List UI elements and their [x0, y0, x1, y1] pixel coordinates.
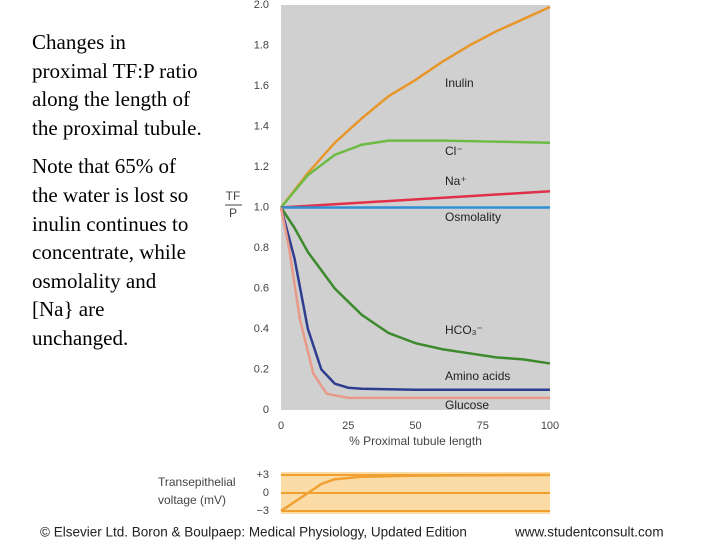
y-tick-label: 0.8 — [254, 242, 269, 254]
series-label: Inulin — [445, 76, 474, 90]
x-tick-label: 25 — [342, 420, 354, 432]
y-tick-label: 0.6 — [254, 282, 269, 294]
series-line — [279, 207, 550, 400]
paragraph: Note that 65% of the water is lost so in… — [32, 154, 189, 350]
x-tick-label: 0 — [278, 420, 284, 432]
text-block: Changes in proximal TF:P ratio along the… — [32, 28, 202, 363]
series-line — [280, 190, 551, 209]
y-axis-label: P — [229, 206, 237, 220]
y-tick-label: 1.0 — [254, 201, 269, 213]
x-axis-label: % Proximal tubule length — [349, 434, 482, 448]
y-tick-label: +3 — [256, 469, 269, 481]
x-tick-label: 50 — [409, 420, 421, 432]
x-tick-label: 100 — [541, 420, 559, 432]
y-axis-label: Transepithelial — [158, 475, 236, 489]
series-label: Osmolality — [445, 210, 501, 224]
y-axis-label: voltage (mV) — [158, 493, 226, 507]
series-label: Glucose — [445, 398, 489, 412]
series-line — [279, 206, 551, 365]
x-tick-label: 75 — [477, 420, 489, 432]
paragraph: Changes in proximal TF:P ratio along the… — [32, 30, 202, 140]
series-label: Na⁺ — [445, 174, 467, 188]
footer-url: www.studentconsult.com — [514, 525, 664, 540]
y-axis-label: TF — [226, 189, 241, 203]
y-tick-label: 1.6 — [254, 80, 269, 92]
series-label: Cl⁻ — [445, 144, 463, 158]
footer-credit: © Elsevier Ltd. Boron & Boulpaep: Medica… — [40, 525, 467, 540]
y-tick-label: 0.4 — [254, 323, 269, 335]
series-label: Amino acids — [445, 369, 510, 383]
y-tick-label: 0 — [263, 487, 269, 499]
y-tick-label: 2.0 — [254, 0, 269, 11]
y-tick-label: −3 — [256, 505, 269, 517]
series-line — [280, 5, 551, 209]
series-line — [280, 473, 551, 513]
y-tick-label: 0 — [263, 404, 269, 416]
series-label: HCO₃⁻ — [445, 323, 483, 337]
y-tick-label: 1.2 — [254, 161, 269, 173]
y-tick-label: 1.8 — [254, 39, 269, 51]
y-tick-label: 0.2 — [254, 363, 269, 375]
series-line — [279, 207, 550, 391]
y-tick-label: 1.4 — [254, 120, 269, 132]
series-line — [280, 139, 551, 209]
